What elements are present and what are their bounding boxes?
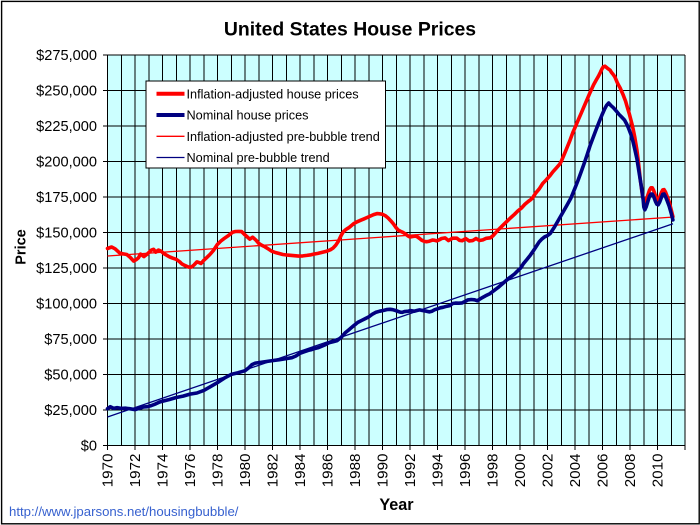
svg-text:1980: 1980 (237, 454, 254, 488)
svg-text:1984: 1984 (292, 454, 309, 488)
svg-text:2008: 2008 (622, 454, 639, 488)
svg-text:http://www.jparsons.net/housin: http://www.jparsons.net/housingbubble/ (9, 504, 239, 519)
svg-text:$200,000: $200,000 (36, 155, 97, 171)
svg-text:1970: 1970 (100, 454, 117, 488)
svg-text:$275,000: $275,000 (36, 48, 97, 64)
svg-text:2004: 2004 (567, 454, 584, 488)
svg-text:$125,000: $125,000 (36, 261, 97, 277)
svg-text:Price: Price (14, 229, 30, 264)
svg-text:1996: 1996 (457, 454, 474, 488)
svg-text:$250,000: $250,000 (36, 84, 97, 100)
svg-text:$150,000: $150,000 (36, 226, 97, 242)
svg-text:$175,000: $175,000 (36, 190, 97, 206)
svg-text:Nominal pre-bubble trend: Nominal pre-bubble trend (187, 151, 330, 165)
svg-text:1990: 1990 (375, 454, 392, 488)
svg-text:$225,000: $225,000 (36, 119, 97, 135)
svg-text:$100,000: $100,000 (36, 297, 97, 313)
svg-text:$0: $0 (81, 439, 97, 455)
svg-text:2010: 2010 (650, 454, 667, 488)
svg-text:Year: Year (379, 496, 414, 514)
svg-text:1994: 1994 (430, 454, 447, 488)
svg-text:1988: 1988 (347, 454, 364, 488)
svg-text:Inflation-adjusted house price: Inflation-adjusted house prices (187, 87, 359, 101)
svg-text:Inflation-adjusted pre-bubble: Inflation-adjusted pre-bubble trend (187, 130, 380, 144)
svg-text:2006: 2006 (595, 454, 612, 488)
svg-text:1972: 1972 (127, 454, 144, 488)
svg-text:$75,000: $75,000 (44, 332, 97, 348)
svg-text:2000: 2000 (512, 454, 529, 488)
svg-text:1978: 1978 (210, 454, 227, 488)
svg-text:1998: 1998 (485, 454, 502, 488)
svg-text:$25,000: $25,000 (44, 403, 97, 419)
svg-text:1986: 1986 (320, 454, 337, 488)
svg-text:1974: 1974 (155, 454, 172, 488)
svg-text:Nominal house prices: Nominal house prices (187, 109, 309, 123)
svg-text:1992: 1992 (402, 454, 419, 488)
svg-text:2002: 2002 (540, 454, 557, 488)
svg-text:$50,000: $50,000 (44, 368, 97, 384)
svg-text:1976: 1976 (182, 454, 199, 488)
svg-text:1982: 1982 (265, 454, 282, 488)
svg-text:United States House Prices: United States House Prices (224, 19, 476, 41)
